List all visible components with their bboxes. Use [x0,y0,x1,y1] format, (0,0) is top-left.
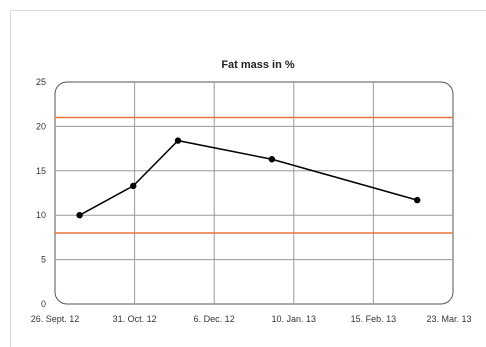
x-tick-label: 6. Dec. 12 [194,314,235,324]
x-tick-label: 15. Feb. 13 [351,314,397,324]
y-axis: 0 5 10 15 20 25 [36,77,46,309]
x-tick-label: 26. Sept. 12 [31,314,80,324]
y-tick-label: 20 [36,121,46,131]
y-tick-label: 0 [41,299,46,309]
y-tick-label: 10 [36,210,46,220]
x-tick-label: 10. Jan. 13 [272,314,317,324]
x-axis: 26. Sept. 12 31. Oct. 12 6. Dec. 12 10. Jan… [31,314,472,324]
series [76,137,421,219]
x-tick-label: 31. Oct. 12 [113,314,157,324]
x-tick-label: 23. Mar. 13 [426,314,471,324]
data-point [268,156,276,163]
plot-area [54,81,454,305]
data-point [76,212,83,219]
data-point [174,137,182,144]
reference-lines [55,116,453,234]
data-point [130,182,137,190]
chart-title: Fat mass in % [221,59,295,71]
grid [55,82,453,304]
y-tick-label: 15 [36,166,46,176]
data-point [414,196,421,204]
y-tick-label: 25 [36,77,46,87]
y-tick-label: 5 [41,255,46,265]
